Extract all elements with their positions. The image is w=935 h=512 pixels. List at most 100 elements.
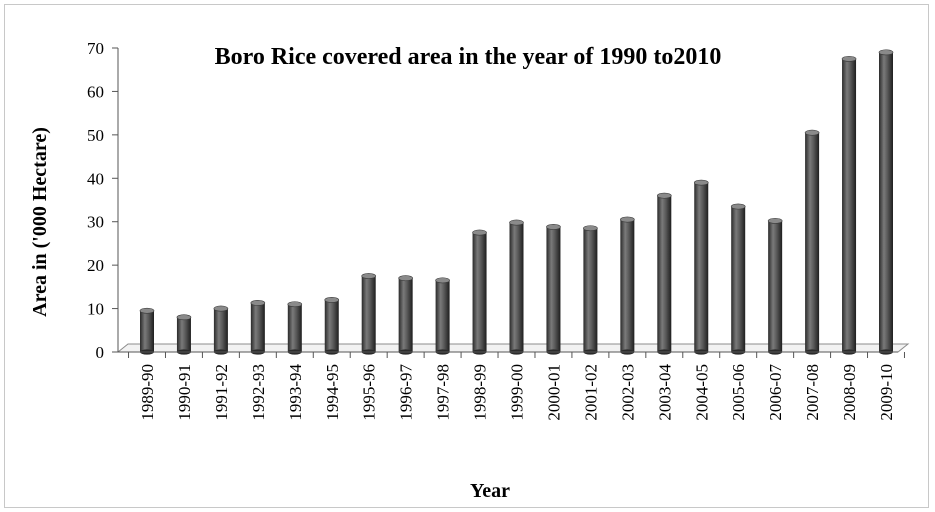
- bar-top: [287, 301, 303, 308]
- y-tick-label: 20: [87, 256, 104, 275]
- x-tick-label: 2008-09: [840, 364, 859, 421]
- x-tick-label: 1992-93: [249, 364, 268, 421]
- bar: [546, 224, 561, 355]
- bar: [435, 277, 450, 355]
- bar-body: [250, 302, 265, 352]
- bar-top: [546, 224, 561, 230]
- bar-top: [435, 277, 450, 284]
- bar: [767, 217, 783, 355]
- x-tick-label: 1995-96: [360, 364, 379, 421]
- bar-top: [693, 179, 709, 186]
- bar: [398, 275, 413, 355]
- bar-top: [324, 296, 340, 303]
- bar-body: [324, 299, 339, 352]
- x-tick-label: 1999-00: [508, 364, 527, 421]
- bar: [287, 301, 303, 355]
- bar-top: [620, 216, 635, 223]
- bar-top: [841, 55, 857, 62]
- bar-body: [435, 280, 450, 352]
- x-tick-label: 1997-98: [434, 364, 453, 421]
- bar-body: [694, 182, 709, 352]
- bar-body: [140, 310, 154, 352]
- bar-top: [176, 314, 192, 321]
- x-tick-label: 2002-03: [618, 364, 637, 421]
- x-tick-label: 2006-07: [766, 364, 785, 421]
- bars-group: [139, 49, 894, 355]
- bar-top: [730, 203, 746, 210]
- bar-body: [620, 219, 635, 352]
- y-axis-title: Area in ('000 Hectare): [29, 127, 51, 317]
- bar-top: [656, 192, 672, 199]
- bar-body: [287, 304, 302, 352]
- bar: [730, 203, 746, 355]
- y-tick-label: 50: [87, 126, 104, 145]
- bar: [878, 49, 894, 355]
- bar: [693, 179, 709, 355]
- bar: [250, 300, 266, 355]
- x-tick-label: 2000-01: [544, 364, 563, 421]
- chart-title: Boro Rice covered area in the year of 19…: [215, 44, 722, 70]
- bar: [139, 307, 155, 355]
- x-tick-label: 1990-91: [175, 364, 194, 421]
- y-tick-label: 40: [87, 169, 104, 188]
- bar-body: [842, 58, 857, 352]
- bar-top: [398, 275, 413, 282]
- bar-body: [398, 278, 413, 352]
- bar-top: [213, 305, 229, 312]
- bar-top: [361, 273, 377, 279]
- bar-body: [176, 317, 191, 352]
- bar-body: [213, 308, 228, 352]
- y-tick-label: 70: [87, 39, 104, 58]
- bar: [472, 229, 487, 355]
- bar: [176, 314, 192, 355]
- bar: [324, 296, 340, 355]
- bar-top: [509, 219, 524, 226]
- bar-body: [546, 226, 561, 352]
- y-tick-label: 10: [87, 300, 104, 319]
- x-tick-label: 1994-95: [323, 364, 342, 421]
- bar: [583, 225, 598, 355]
- bar-top: [804, 129, 820, 136]
- x-tick-label: 2009-10: [877, 364, 896, 421]
- bar-top: [250, 300, 266, 306]
- x-ticks: 1989-90 1990-91 1991-92 1992-93 1993-94 1994-…: [128, 352, 905, 421]
- bar-body: [583, 228, 598, 352]
- x-tick-label: 2001-02: [581, 364, 600, 421]
- bar-body: [768, 220, 783, 352]
- x-tick-label: 2005-06: [729, 364, 748, 421]
- x-tick-label: 1998-99: [471, 364, 490, 421]
- bar: [620, 216, 635, 355]
- bar-top: [583, 225, 598, 232]
- y-ticks: 0 10 20 30 40 50 60 70: [87, 39, 118, 362]
- bar-body: [509, 222, 524, 352]
- bar-top: [472, 229, 487, 236]
- bar-body: [731, 206, 746, 352]
- bar-top: [767, 217, 783, 224]
- bar: [841, 55, 857, 355]
- x-tick-label: 1991-92: [212, 364, 231, 421]
- bar: [213, 305, 229, 355]
- bar: [361, 273, 377, 355]
- x-tick-label: 1993-94: [286, 364, 305, 421]
- bar-top: [878, 49, 894, 56]
- y-tick-label: 60: [87, 82, 104, 101]
- x-tick-label: 1989-90: [138, 364, 157, 421]
- x-tick-label: 2003-04: [655, 364, 674, 421]
- bar: [656, 192, 672, 355]
- y-tick-label: 0: [96, 343, 105, 362]
- bar: [804, 129, 820, 355]
- bar-body: [805, 132, 820, 352]
- bar-body: [657, 195, 672, 352]
- x-tick-label: 2004-05: [692, 364, 711, 421]
- y-tick-label: 30: [87, 213, 104, 232]
- x-tick-label: 1996-97: [397, 364, 416, 421]
- axes-group: [117, 48, 898, 353]
- bar: [509, 219, 524, 355]
- bar-body: [879, 52, 893, 352]
- bar-top: [139, 307, 155, 314]
- bar-body: [361, 276, 376, 352]
- bar-body: [472, 232, 487, 352]
- x-tick-label: 2007-08: [803, 364, 822, 421]
- x-axis-title: Year: [470, 480, 510, 502]
